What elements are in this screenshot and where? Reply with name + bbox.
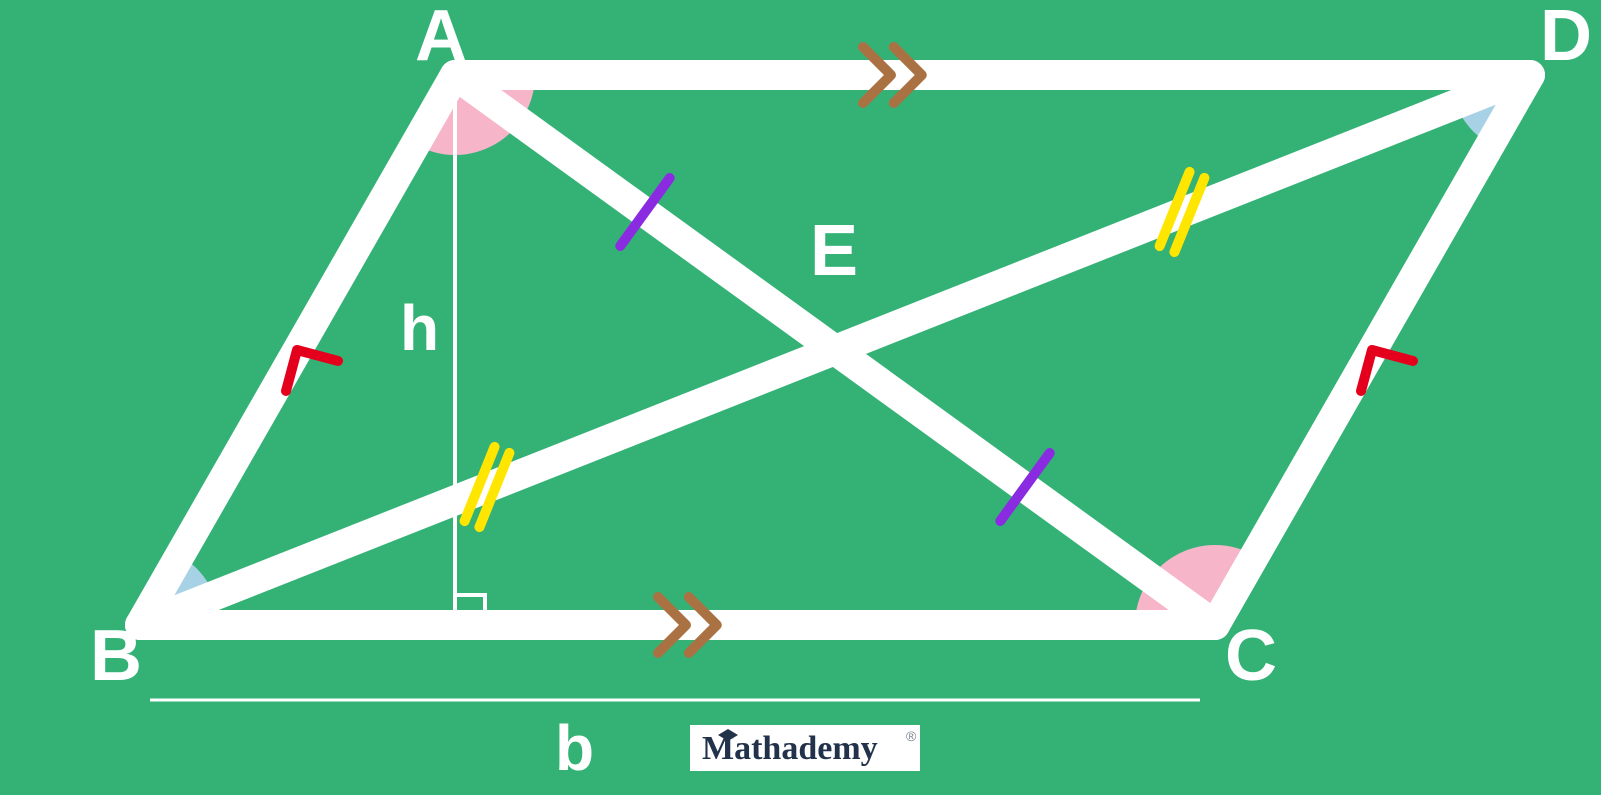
base-label: b — [555, 712, 594, 784]
logo-registered: ® — [906, 728, 917, 744]
vertex-label-a: A — [415, 0, 467, 76]
vertex-label-d: D — [1540, 0, 1592, 76]
vertex-label-e: E — [810, 211, 858, 291]
height-label: h — [400, 292, 439, 364]
mathademy-logo: Mathademy ® — [690, 725, 920, 771]
parallelogram-diagram: A B C D Eh b Mathademy ® — [0, 0, 1601, 795]
logo-text: Mathademy — [702, 730, 878, 767]
vertex-label-b: B — [90, 616, 142, 696]
vertex-label-c: C — [1225, 616, 1277, 696]
